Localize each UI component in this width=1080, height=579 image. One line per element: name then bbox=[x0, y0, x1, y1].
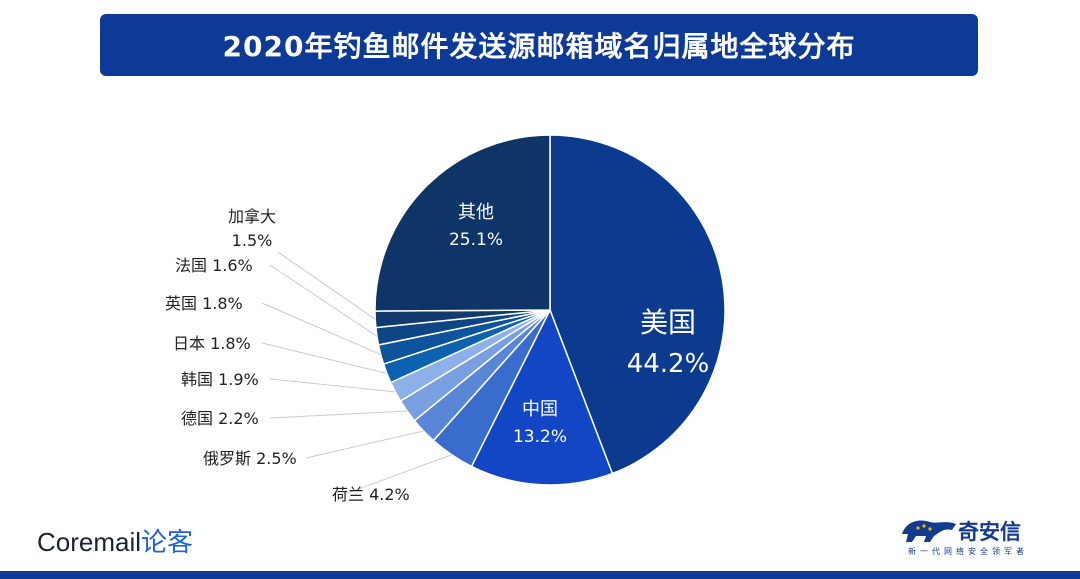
slice-8-label: 法国 1.6% bbox=[175, 256, 253, 275]
slice-0-label: 美国 bbox=[640, 306, 696, 339]
slice-7-leader-line bbox=[261, 302, 381, 356]
slice-4-label: 德国 2.2% bbox=[181, 409, 259, 428]
coremail-logo-accent: 论客 bbox=[141, 527, 194, 557]
title-banner: 2020年钓鱼邮件发送源邮箱域名归属地全球分布 bbox=[100, 14, 978, 76]
qianxin-logo: 奇安信 新一代网络安全领军者 bbox=[900, 512, 1060, 564]
slice-5-leader-line bbox=[269, 378, 396, 393]
slice-10-label: 其他 bbox=[458, 202, 494, 223]
footer-bar bbox=[0, 571, 1080, 579]
slice-9-leader-line bbox=[277, 251, 376, 320]
slice-4-leader-line bbox=[269, 410, 408, 419]
slice-1-label: 中国 bbox=[522, 399, 558, 420]
leopard-icon bbox=[902, 520, 956, 542]
slice-5-label: 韩国 1.9% bbox=[181, 370, 259, 389]
slice-1 bbox=[470, 308, 614, 486]
slice-2-leader-line bbox=[344, 454, 452, 495]
qianxin-name: 奇安信 bbox=[958, 520, 1021, 544]
slice-1-value: 13.2% bbox=[513, 427, 567, 447]
slice-2-label: 荷兰 4.2% bbox=[332, 485, 410, 504]
coremail-logo: Coremail论客 bbox=[37, 522, 193, 559]
qianxin-slogan: 新一代网络安全领军者 bbox=[908, 547, 1028, 556]
slice-3-leader-line bbox=[305, 430, 424, 459]
coremail-logo-text: Coremail bbox=[37, 527, 142, 557]
slice-8-leader-line bbox=[269, 264, 378, 337]
slice-6-leader-line bbox=[261, 342, 388, 374]
slice-0 bbox=[549, 134, 726, 475]
slice-6-label: 日本 1.8% bbox=[173, 334, 251, 353]
slice-10-value: 25.1% bbox=[449, 230, 503, 250]
slice-10 bbox=[374, 134, 551, 312]
slice-7-label: 英国 1.8% bbox=[165, 294, 243, 313]
slice-9-label: 加拿大 bbox=[228, 207, 276, 226]
slice-9-value: 1.5% bbox=[232, 231, 273, 250]
slice-3-label: 俄罗斯 2.5% bbox=[203, 449, 297, 468]
slice-0-value: 44.2% bbox=[627, 349, 710, 379]
chart-title: 2020年钓鱼邮件发送源邮箱域名归属地全球分布 bbox=[222, 30, 856, 63]
